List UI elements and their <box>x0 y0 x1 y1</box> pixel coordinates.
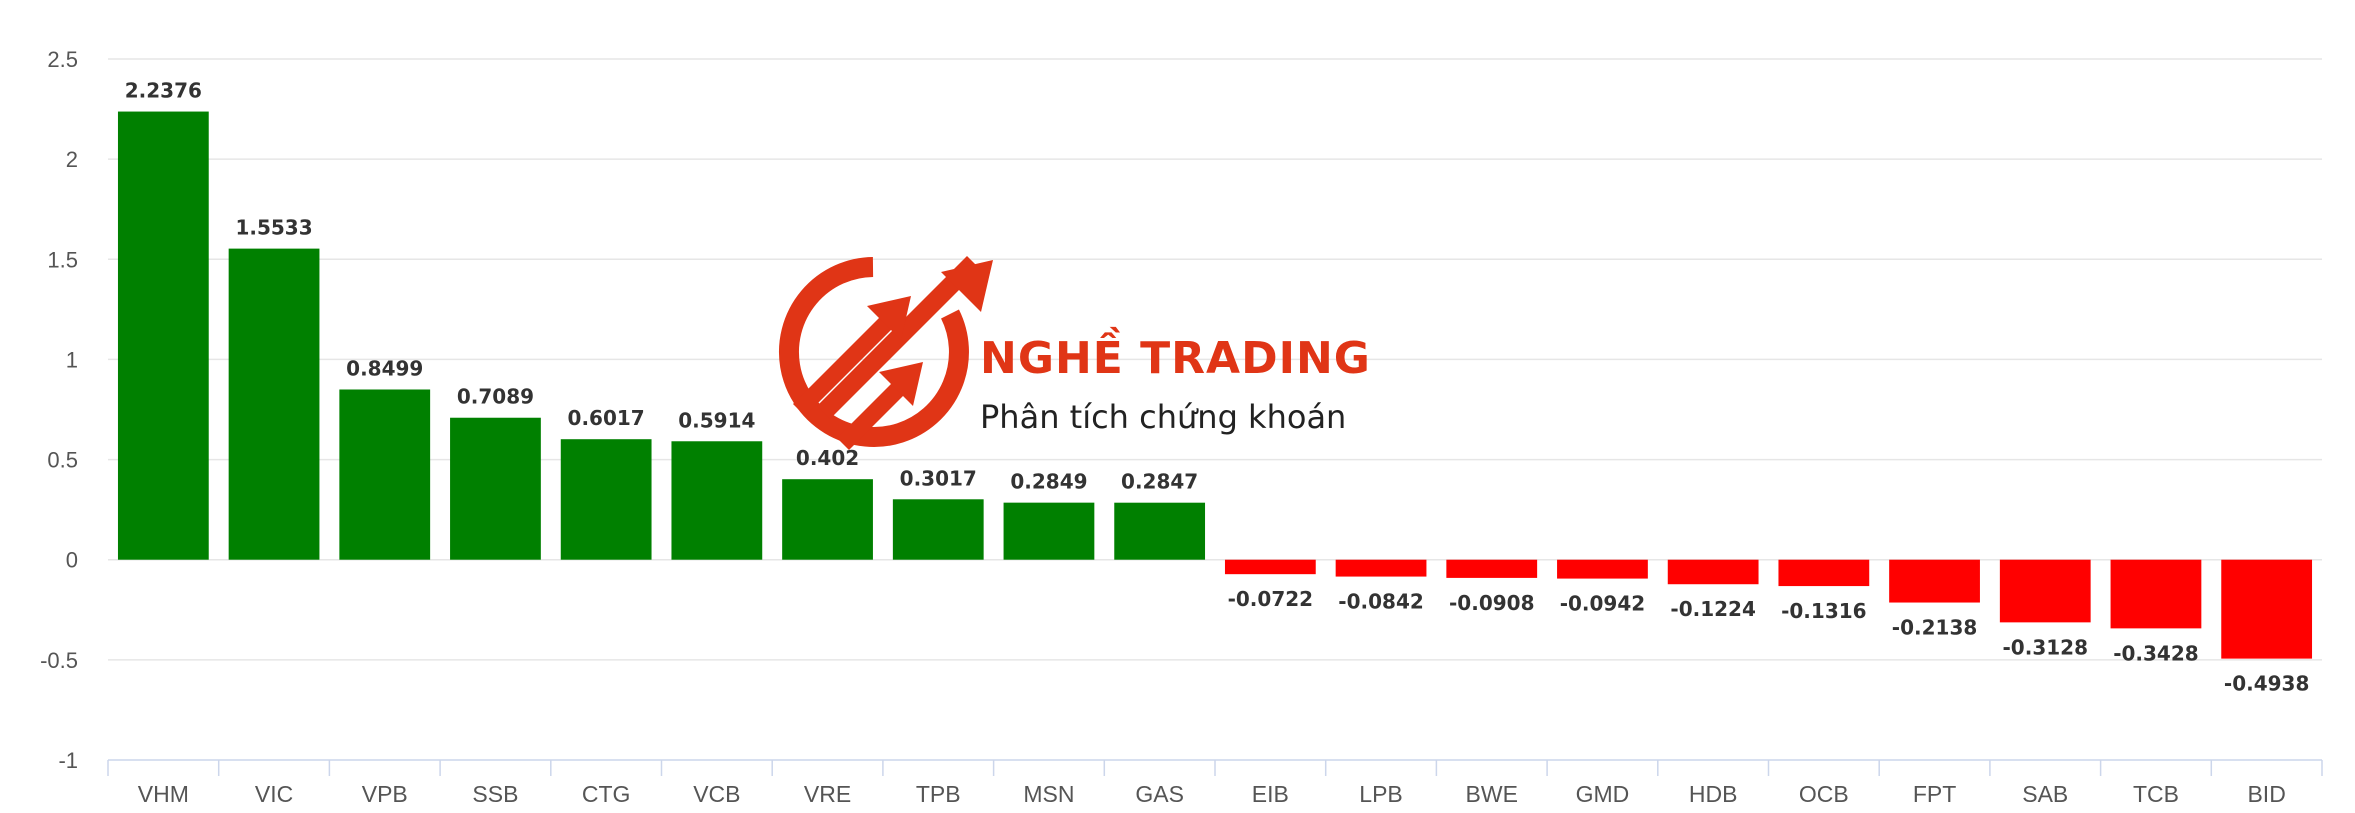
bar-tpb <box>892 499 984 560</box>
x-tick-label: VIC <box>255 781 293 807</box>
bar-vpb <box>339 389 431 560</box>
data-label-ctg: 0.6017 <box>568 406 645 430</box>
brand-watermark: NGHỀ TRADING Phân tích chứng khoán <box>779 256 1371 450</box>
bar-gmd <box>1557 559 1648 579</box>
x-tick-label: SSB <box>472 781 518 807</box>
y-tick-label: 2 <box>66 147 78 172</box>
bar-bwe <box>1446 559 1538 578</box>
x-axis: VHM VIC VPB SSB CTG VCB VRE TPB MSN GAS EIB LPB BWE G… <box>107 759 2323 807</box>
bar-lpb <box>1335 559 1427 577</box>
data-label-lpb: -0.0842 <box>1338 590 1423 614</box>
data-label-bwe: -0.0908 <box>1449 591 1534 615</box>
brand-logo-icon <box>779 256 993 450</box>
data-label-ocb: -0.1316 <box>1781 599 1866 623</box>
y-tick-label: 1.5 <box>47 247 78 272</box>
x-tick-label: MSN <box>1023 781 1074 807</box>
bar-bid <box>2221 559 2313 659</box>
bar-hdb <box>1667 559 1759 585</box>
x-tick-label: EIB <box>1252 781 1289 807</box>
bar-ctg <box>560 439 652 560</box>
x-tick-label: GAS <box>1135 781 1184 807</box>
bar-tcb <box>2110 559 2202 629</box>
bar-vic <box>228 248 320 560</box>
data-label-vre: 0.402 <box>796 446 859 470</box>
x-tick-label: CTG <box>582 781 631 807</box>
x-tick-label: BID <box>2247 781 2285 807</box>
y-tick-label: 0 <box>66 548 78 573</box>
bars <box>117 111 2313 659</box>
data-label-gmd: -0.0942 <box>1560 592 1645 616</box>
data-label-eib: -0.0722 <box>1228 587 1313 611</box>
x-tick-label: VPB <box>362 781 408 807</box>
x-tick-label: TPB <box>916 781 961 807</box>
bar-ocb <box>1778 559 1870 587</box>
data-label-hdb: -0.1224 <box>1670 597 1755 621</box>
data-label-bid: -0.4938 <box>2224 672 2309 696</box>
x-tick-label: SAB <box>2022 781 2068 807</box>
x-tick-label: VRE <box>804 781 851 807</box>
y-tick-label: 0.5 <box>47 448 78 473</box>
x-tick-label: BWE <box>1466 781 1518 807</box>
data-label-tcb: -0.3428 <box>2113 641 2198 665</box>
bar-msn <box>1003 502 1095 560</box>
data-label-vhm: 2.2376 <box>125 79 202 103</box>
y-tick-label: -0.5 <box>40 648 78 673</box>
bar-gas <box>1114 502 1206 560</box>
bar-vre <box>782 479 873 560</box>
bar-vhm <box>117 111 209 560</box>
bar-vcb <box>671 441 763 560</box>
data-label-fpt: -0.2138 <box>1892 616 1977 640</box>
bar-ssb <box>450 417 541 560</box>
x-tick-label: VCB <box>693 781 740 807</box>
data-label-tpb: 0.3017 <box>900 466 977 490</box>
data-label-ssb: 0.7089 <box>457 385 534 409</box>
data-label-msn: 0.2849 <box>1010 470 1087 494</box>
x-tick-label: TCB <box>2133 781 2179 807</box>
data-label-sab: -0.3128 <box>2003 635 2088 659</box>
x-tick-label: LPB <box>1359 781 1402 807</box>
data-labels: 2.2376 1.5533 0.8499 0.7089 0.6017 0.5914 0.40… <box>125 79 2310 696</box>
data-label-vcb: 0.5914 <box>678 408 755 432</box>
x-tick-label: OCB <box>1799 781 1849 807</box>
brand-tagline: Phân tích chứng khoán <box>980 398 1346 436</box>
bar-eib <box>1224 559 1316 575</box>
x-tick-label: FPT <box>1913 781 1956 807</box>
data-label-gas: 0.2847 <box>1121 470 1198 494</box>
y-axis: 2.5 2 1.5 1 0.5 0 -0.5 -1 <box>40 47 78 773</box>
data-label-vic: 1.5533 <box>235 216 312 240</box>
bar-fpt <box>1889 559 1980 603</box>
y-tick-label: 1 <box>66 347 78 372</box>
y-tick-label: -1 <box>58 748 78 773</box>
data-label-vpb: 0.8499 <box>346 356 423 380</box>
brand-name: NGHỀ TRADING <box>980 326 1371 384</box>
x-tick-label: VHM <box>138 781 189 807</box>
bar-sab <box>1999 559 2091 623</box>
y-tick-label: 2.5 <box>47 47 78 72</box>
x-tick-label: HDB <box>1689 781 1738 807</box>
x-tick-label: GMD <box>1576 781 1630 807</box>
